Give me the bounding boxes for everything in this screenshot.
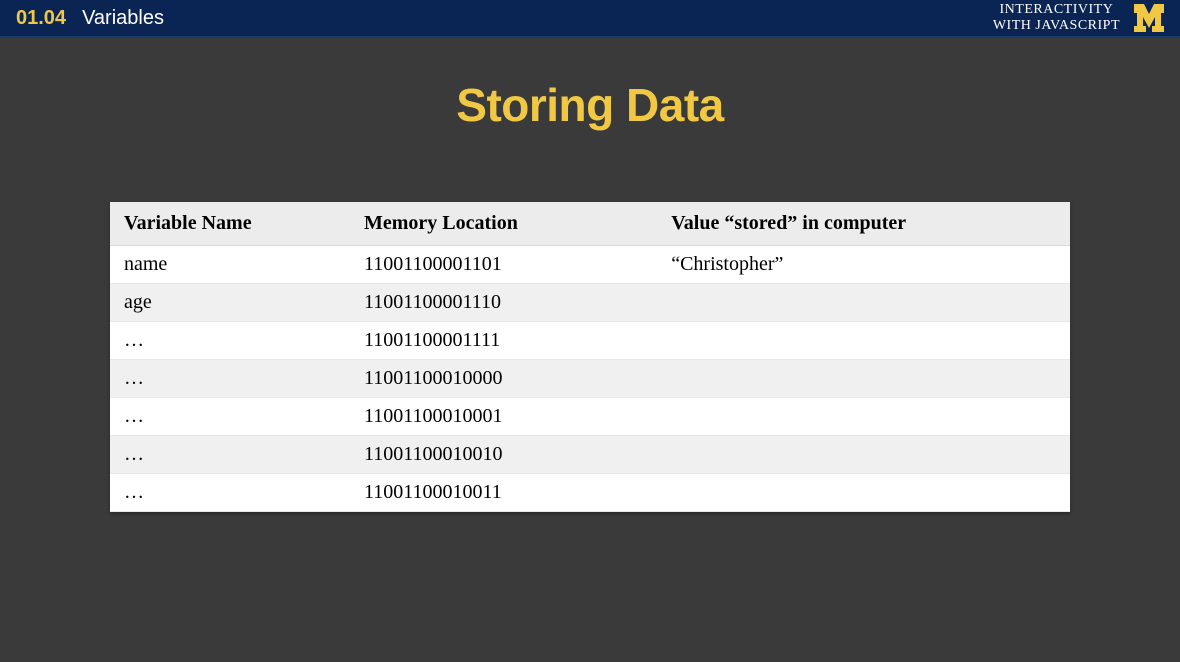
- table-cell-variable: name: [110, 246, 350, 284]
- lesson-title: Variables: [82, 7, 164, 30]
- table-cell-memory: 11001100001101: [350, 246, 657, 284]
- table-cell-memory: 11001100010011: [350, 474, 657, 512]
- table-cell-memory: 11001100010001: [350, 398, 657, 436]
- table-cell-memory: 11001100010010: [350, 436, 657, 474]
- course-name-line1: INTERACTIVITY: [993, 2, 1120, 18]
- header-left: 01.04 Variables: [16, 7, 164, 30]
- table-row: … 11001100001111: [110, 322, 1070, 360]
- table-header-memory-location: Memory Location: [350, 202, 657, 246]
- table-cell-value: [657, 322, 1070, 360]
- lesson-number: 01.04: [16, 7, 66, 30]
- table-cell-variable: …: [110, 474, 350, 512]
- table-cell-value: [657, 360, 1070, 398]
- michigan-logo-icon: [1134, 4, 1164, 32]
- table-cell-memory: 11001100010000: [350, 360, 657, 398]
- table-header-variable-name: Variable Name: [110, 202, 350, 246]
- header-bar: 01.04 Variables INTERACTIVITY WITH JAVAS…: [0, 0, 1180, 38]
- slide-content: Storing Data Variable Name Memory Locati…: [0, 38, 1180, 512]
- table-cell-value: [657, 284, 1070, 322]
- table-header-value-stored: Value “stored” in computer: [657, 202, 1070, 246]
- header-right: INTERACTIVITY WITH JAVASCRIPT: [993, 2, 1164, 34]
- table-row: age 11001100001110: [110, 284, 1070, 322]
- table-row: … 11001100010010: [110, 436, 1070, 474]
- memory-table: Variable Name Memory Location Value “sto…: [110, 202, 1070, 512]
- table-cell-variable: …: [110, 360, 350, 398]
- table-row: … 11001100010001: [110, 398, 1070, 436]
- table-cell-variable: …: [110, 398, 350, 436]
- slide-title: Storing Data: [110, 78, 1070, 132]
- course-name-line2: WITH JAVASCRIPT: [993, 18, 1120, 34]
- table-row: … 11001100010011: [110, 474, 1070, 512]
- table-cell-variable: age: [110, 284, 350, 322]
- table-header-row: Variable Name Memory Location Value “sto…: [110, 202, 1070, 246]
- table-cell-value: [657, 436, 1070, 474]
- table-cell-variable: …: [110, 436, 350, 474]
- table-cell-value: [657, 474, 1070, 512]
- table-cell-memory: 11001100001110: [350, 284, 657, 322]
- course-name: INTERACTIVITY WITH JAVASCRIPT: [993, 2, 1120, 34]
- table-row: … 11001100010000: [110, 360, 1070, 398]
- table-row: name 11001100001101 “Christopher”: [110, 246, 1070, 284]
- table-cell-memory: 11001100001111: [350, 322, 657, 360]
- table-cell-value: “Christopher”: [657, 246, 1070, 284]
- table-cell-variable: …: [110, 322, 350, 360]
- table-cell-value: [657, 398, 1070, 436]
